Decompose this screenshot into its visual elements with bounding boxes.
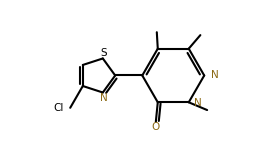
Text: N: N (100, 93, 108, 103)
Text: S: S (100, 48, 107, 58)
Text: Cl: Cl (54, 103, 64, 113)
Text: N: N (194, 98, 202, 108)
Text: N: N (211, 70, 219, 81)
Text: O: O (152, 122, 160, 132)
